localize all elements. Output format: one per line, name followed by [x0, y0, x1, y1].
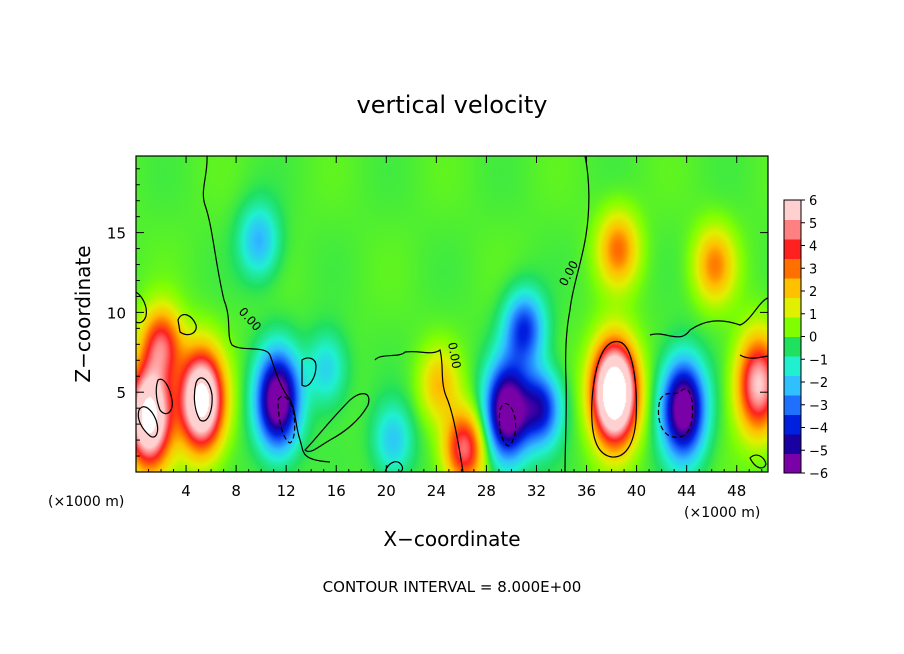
zero-contours: [135, 155, 769, 473]
colorbar-tick-label: −4: [809, 422, 828, 437]
zero-contour-blob2: [177, 313, 197, 336]
colorbar-tick-label: −1: [809, 353, 828, 368]
colorbar-swatch: [784, 317, 801, 337]
contour-minus8-c: [657, 388, 694, 438]
colorbar: 6 5 4 3 2 1 0 −1 −2 −3 −4 −5 −6: [783, 194, 828, 482]
x-unit-left: (×1000 m): [48, 494, 124, 510]
x-tick-label: 48: [727, 482, 746, 500]
colorbar-tick-label: −2: [809, 376, 828, 391]
x-tick-label: 12: [277, 482, 296, 500]
x-axis-label: X−coordinate: [383, 527, 520, 551]
x-tick-label: 36: [577, 482, 596, 500]
colorbar-swatch: [784, 395, 801, 415]
colorbar-swatch: [784, 375, 801, 396]
zero-contour-blob5: [301, 357, 317, 387]
zero-contour-right: [564, 155, 590, 473]
zero-contour-blob1: [304, 393, 370, 453]
contour-plus8-c: [591, 341, 637, 458]
y-axis: 5 10 15: [107, 168, 768, 457]
colorbar-swatch: [784, 414, 801, 435]
zero-contour-label-3: 0.00: [445, 341, 463, 370]
x-tick-label: 4: [181, 482, 191, 500]
colorbar-swatch: [784, 434, 801, 454]
x-unit-right: (×1000 m): [684, 505, 760, 521]
zero-contour-right2: [649, 297, 769, 338]
colorbar-tick-label: −5: [809, 444, 828, 459]
colorbar-tick-label: −3: [809, 399, 828, 414]
colorbar-swatch: [784, 453, 801, 474]
contour-plus8-b: [193, 377, 213, 422]
zero-contour-mid: [374, 348, 464, 473]
x-tick-label: 28: [477, 482, 496, 500]
plot-frame: [135, 155, 769, 473]
y-tick-label: 15: [107, 225, 126, 243]
colorbar-swatch: [784, 278, 801, 298]
colorbar-tick-label: 0: [809, 331, 817, 346]
x-tick-label: 20: [377, 482, 396, 500]
zero-contour-left: [202, 155, 331, 463]
zero-contour-blob4: [155, 378, 173, 415]
colorbar-tick-label: 2: [809, 285, 817, 300]
x-tick-label: 32: [527, 482, 546, 500]
colorbar-swatch: [784, 239, 801, 259]
colorbar-swatch: [784, 219, 801, 240]
colorbar-tick-label: −6: [809, 467, 828, 482]
colorbar-swatch: [784, 297, 801, 318]
y-tick-label: 10: [107, 304, 126, 322]
x-axis: 4 8 12 16 20 24 28 32 36 40 44 48: [148, 156, 763, 500]
x-tick-label: 24: [427, 482, 446, 500]
y-axis-label: Z−coordinate: [71, 245, 95, 382]
colorbar-swatch: [784, 258, 801, 279]
colorbar-tick-label: 3: [809, 262, 817, 277]
colorbar-swatch: [784, 356, 801, 376]
y-tick-label: 5: [116, 384, 126, 402]
colorbar-swatch: [784, 200, 801, 220]
zero-contour-blob7: [749, 454, 767, 469]
contour-minus8-a: [277, 395, 296, 444]
x-tick-label: 44: [677, 482, 696, 500]
contour-minus8-b: [498, 402, 517, 447]
colorbar-tick-label: 1: [809, 308, 817, 323]
chart-title: vertical velocity: [357, 91, 548, 119]
x-tick-label: 40: [627, 482, 646, 500]
x-tick-label: 16: [327, 482, 346, 500]
zero-contour-blob3: [135, 291, 147, 324]
contour-plus8-a: [137, 406, 159, 438]
colorbar-tick-label: 6: [809, 194, 817, 209]
zero-contour-blob6: [739, 354, 769, 359]
contour-interval-note: CONTOUR INTERVAL = 8.000E+00: [323, 578, 582, 596]
x-tick-label: 8: [231, 482, 241, 500]
heatmap-field: [136, 156, 768, 472]
colorbar-swatch: [784, 336, 801, 357]
colorbar-tick-label: 4: [809, 240, 817, 255]
colorbar-tick-label: 5: [809, 217, 817, 232]
